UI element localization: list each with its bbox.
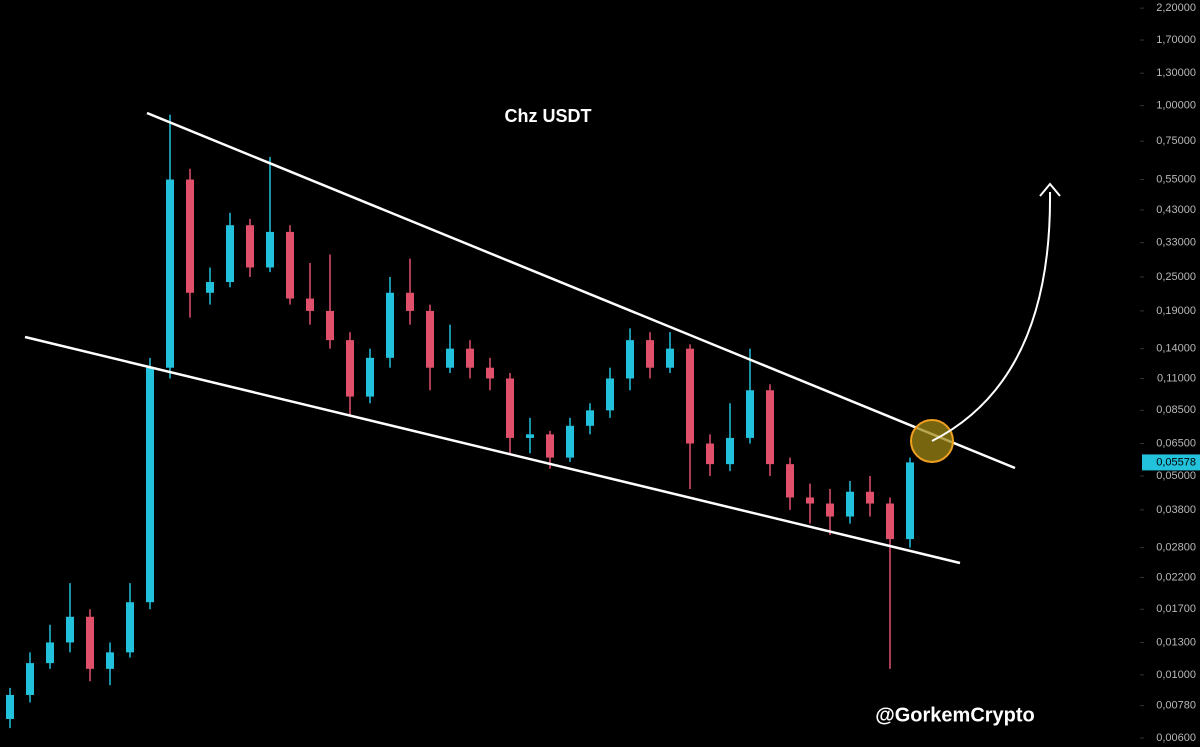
upper-trendline: [146, 111, 1016, 470]
last-price-box: [1142, 454, 1200, 471]
candle-body: [546, 434, 554, 458]
y-tick-label: 0,43000: [1156, 204, 1196, 216]
candle-body: [226, 225, 234, 283]
y-tick-label: 0,75000: [1156, 135, 1196, 147]
y-tick-label: 0,25000: [1156, 271, 1196, 283]
y-tick-label: 1,30000: [1156, 67, 1196, 79]
candle-body: [286, 231, 294, 299]
y-tick-label: 0,00780: [1156, 700, 1196, 712]
candle-body: [346, 340, 354, 397]
candle-body: [846, 491, 854, 517]
candle-body: [46, 642, 54, 664]
y-tick-label: 0,06500: [1156, 437, 1196, 449]
y-tick-label: 0,01300: [1156, 636, 1196, 648]
price-axis: 2,20000 1,70000 1,30000 1,00000 0,75000 0,550…: [1140, 2, 1200, 744]
candle-body: [406, 292, 414, 311]
y-tick-label: 0,00600: [1156, 732, 1196, 744]
candle-body: [366, 357, 374, 397]
candle-body: [426, 310, 434, 368]
candle-body: [826, 503, 834, 517]
candle-body: [626, 340, 634, 379]
y-tick-label: 0,08500: [1156, 404, 1196, 416]
y-tick-label: 0,05000: [1156, 470, 1196, 482]
candle-body: [566, 425, 574, 458]
candle-body: [6, 694, 14, 719]
y-tick-label: 0,55000: [1156, 173, 1196, 185]
candles: [6, 114, 914, 729]
candle-body: [466, 348, 474, 368]
candle-body: [106, 652, 114, 669]
candle-body: [266, 231, 274, 268]
candle-body: [246, 225, 254, 268]
target-arrow: [931, 191, 1052, 442]
candle-body: [746, 390, 754, 438]
candle-body: [886, 503, 894, 540]
chart-title: Chz USDT: [505, 106, 592, 126]
candle-body: [26, 663, 34, 695]
y-tick-label: 0,14000: [1156, 343, 1196, 355]
candle-body: [146, 367, 154, 603]
candle-body: [486, 367, 494, 379]
candle-body: [126, 602, 134, 653]
lower-trendline: [24, 335, 961, 565]
candle-body: [206, 282, 214, 293]
candle-body: [166, 179, 174, 368]
watermark: @GorkemCrypto: [875, 704, 1035, 726]
candle-body: [586, 410, 594, 426]
y-tick-label: 1,00000: [1156, 100, 1196, 112]
candle-body: [806, 497, 814, 504]
y-tick-label: 0,11000: [1157, 372, 1196, 384]
candle-body: [646, 340, 654, 368]
candle-body: [186, 179, 194, 293]
y-tick-label: 0,02200: [1156, 571, 1196, 583]
candle-body: [666, 348, 674, 368]
candle-body: [86, 616, 94, 669]
candle-body: [66, 616, 74, 643]
candle-body: [326, 310, 334, 341]
candle-body: [386, 292, 394, 358]
candle-body: [786, 464, 794, 498]
candle-body: [766, 390, 774, 465]
y-tick-label: 0,19000: [1156, 305, 1196, 317]
arrow-head: [1039, 182, 1061, 197]
candle-body: [866, 491, 874, 504]
y-tick-label: 0,33000: [1156, 237, 1196, 249]
y-tick-label: 0,01000: [1156, 669, 1196, 681]
y-tick-label: 0,01700: [1156, 603, 1196, 615]
candle-body: [686, 348, 694, 444]
candle-body: [446, 348, 454, 368]
candle-body: [506, 378, 514, 438]
candle-body: [606, 378, 614, 411]
candle-body: [906, 462, 914, 540]
candle-body: [526, 434, 534, 438]
y-tick-label: 0,02800: [1156, 542, 1196, 554]
candle-body: [726, 437, 734, 465]
y-tick-label: 2,20000: [1156, 2, 1196, 14]
candle-body: [306, 298, 314, 311]
y-tick-label: 1,70000: [1156, 34, 1196, 46]
candle-body: [706, 443, 714, 465]
y-tick-label: 0,03800: [1156, 504, 1196, 516]
last-price-label: 0,05578: [1156, 456, 1196, 468]
